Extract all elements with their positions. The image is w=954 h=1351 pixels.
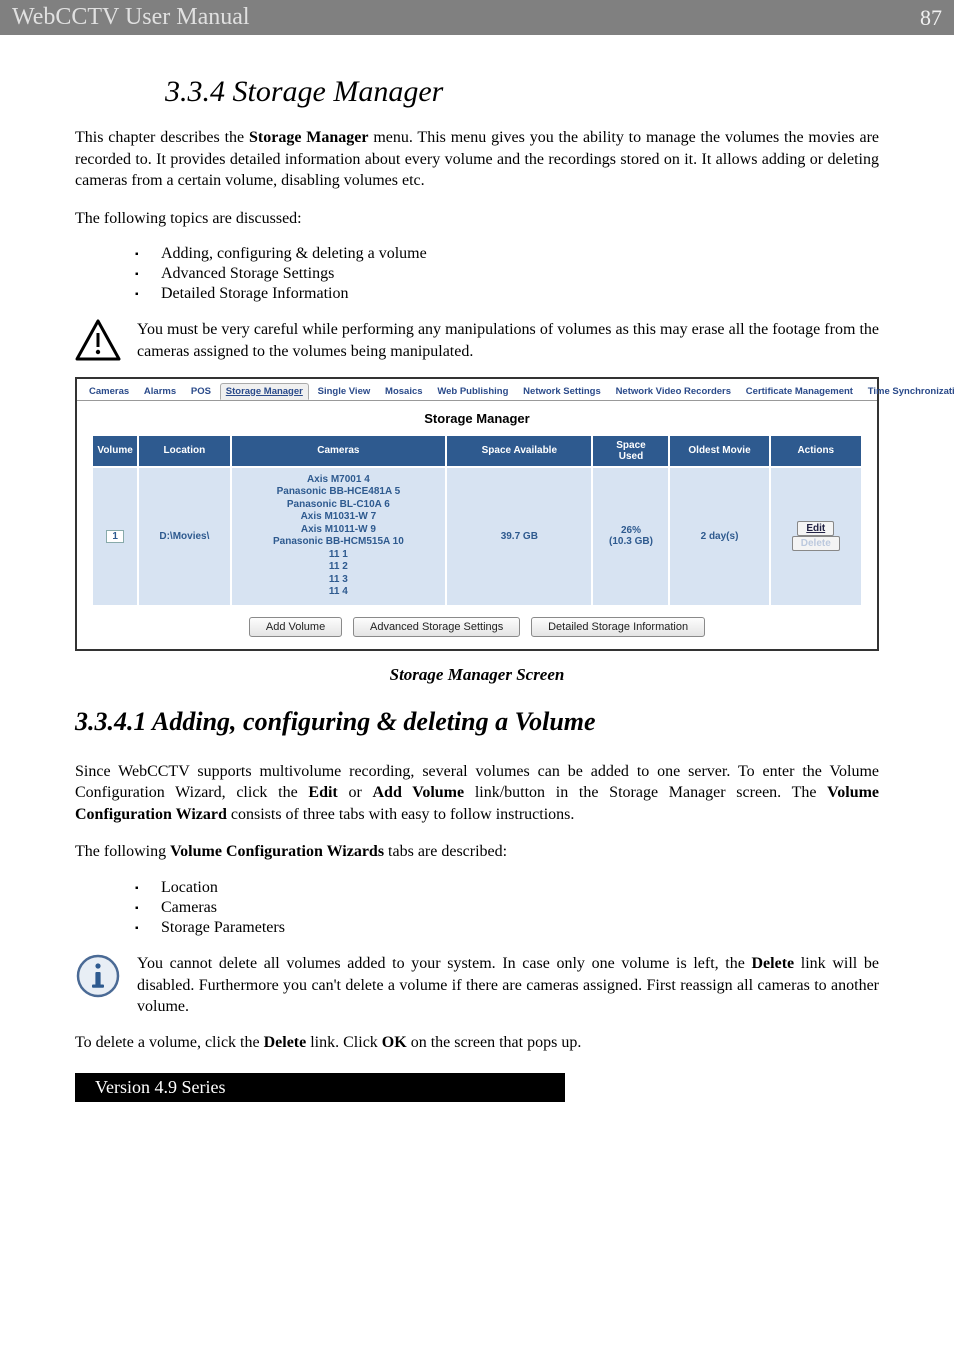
subsection-p3: To delete a volume, click the Delete lin… <box>75 1032 879 1054</box>
table-row: 1 D:\Movies\ Axis M7001 4 Panasonic BB-H… <box>92 467 862 606</box>
camera-item: 11 4 <box>236 586 442 599</box>
tab-pos[interactable]: POS <box>185 383 217 400</box>
storage-manager-pane: Storage Manager Volume Location Cameras … <box>77 401 877 649</box>
tab-cameras[interactable]: Cameras <box>83 383 135 400</box>
section-intro: This chapter describes the Storage Manag… <box>75 127 879 192</box>
camera-item: Axis M7001 4 <box>236 474 442 487</box>
button-row: Add Volume Advanced Storage Settings Det… <box>91 617 863 637</box>
camera-item: 11 2 <box>236 561 442 574</box>
add-volume-button[interactable]: Add Volume <box>249 617 342 637</box>
col-space-available: Space Available <box>446 435 592 467</box>
delete-button[interactable]: Delete <box>792 536 840 551</box>
detailed-storage-button[interactable]: Detailed Storage Information <box>531 617 705 637</box>
wizard-tab-item: Location <box>135 879 879 897</box>
edit-button[interactable]: Edit <box>797 521 834 536</box>
subsection-p2: The following Volume Configuration Wizar… <box>75 841 879 863</box>
info-icon <box>75 953 121 999</box>
tab-single-view[interactable]: Single View <box>312 383 377 400</box>
topic-item: Advanced Storage Settings <box>135 265 879 283</box>
advanced-storage-button[interactable]: Advanced Storage Settings <box>353 617 520 637</box>
page-number: 87 <box>920 5 942 31</box>
tab-cert-mgmt[interactable]: Certificate Management <box>740 383 859 400</box>
camera-item: Panasonic BB-HCM515A 10 <box>236 536 442 549</box>
col-volume: Volume <box>92 435 138 467</box>
cell-location: D:\Movies\ <box>138 467 230 606</box>
camera-item: 11 1 <box>236 549 442 562</box>
tab-storage-manager[interactable]: Storage Manager <box>220 383 309 400</box>
section-title: 3.3.4 Storage Manager <box>165 75 879 109</box>
info-note: You cannot delete all volumes added to y… <box>75 953 879 1018</box>
camera-item: 11 3 <box>236 574 442 587</box>
cell-space-available: 39.7 GB <box>446 467 592 606</box>
warning-icon <box>75 319 121 361</box>
topic-item: Adding, configuring & deleting a volume <box>135 245 879 263</box>
topic-item: Detailed Storage Information <box>135 285 879 303</box>
tab-strip: Cameras Alarms POS Storage Manager Singl… <box>77 379 877 401</box>
camera-list: Axis M7001 4 Panasonic BB-HCE481A 5 Pana… <box>236 474 442 599</box>
storage-table: Volume Location Cameras Space Available … <box>91 434 863 607</box>
camera-item: Axis M1031-W 7 <box>236 511 442 524</box>
pane-title: Storage Manager <box>91 411 863 426</box>
cell-oldest-movie: 2 day(s) <box>669 467 769 606</box>
tab-alarms[interactable]: Alarms <box>138 383 182 400</box>
cell-space-used: 26%(10.3 GB) <box>592 467 669 606</box>
topics-intro: The following topics are discussed: <box>75 208 879 230</box>
warning-text: You must be very careful while performin… <box>137 319 879 362</box>
cell-volume: 1 <box>92 467 138 606</box>
page-header-bar: WebCCTV User Manual 87 <box>0 0 954 35</box>
footer-version-bar: Version 4.9 Series <box>75 1073 565 1102</box>
topics-list: Adding, configuring & deleting a volume … <box>135 245 879 303</box>
camera-item: Panasonic BL-C10A 6 <box>236 499 442 512</box>
subsection-p1: Since WebCCTV supports multivolume recor… <box>75 761 879 826</box>
volume-number: 1 <box>106 530 124 543</box>
col-actions: Actions <box>770 435 862 467</box>
wizard-tabs-list: Location Cameras Storage Parameters <box>135 879 879 937</box>
subsection-title: 3.3.4.1 Adding, configuring & deleting a… <box>75 707 879 737</box>
cell-actions: Edit Delete <box>770 467 862 606</box>
tab-network-settings[interactable]: Network Settings <box>517 383 607 400</box>
screenshot-caption: Storage Manager Screen <box>75 665 879 685</box>
info-text: You cannot delete all volumes added to y… <box>137 953 879 1018</box>
manual-title: WebCCTV User Manual <box>12 4 250 31</box>
col-location: Location <box>138 435 230 467</box>
col-space-used: SpaceUsed <box>592 435 669 467</box>
storage-manager-screenshot: Cameras Alarms POS Storage Manager Singl… <box>75 377 879 651</box>
col-oldest-movie: Oldest Movie <box>669 435 769 467</box>
table-header-row: Volume Location Cameras Space Available … <box>92 435 862 467</box>
cell-cameras: Axis M7001 4 Panasonic BB-HCE481A 5 Pana… <box>231 467 447 606</box>
camera-item: Axis M1011-W 9 <box>236 524 442 537</box>
tab-web-publishing[interactable]: Web Publishing <box>431 383 514 400</box>
tab-mosaics[interactable]: Mosaics <box>379 383 429 400</box>
tab-time-sync[interactable]: Time Synchronization <box>862 383 954 400</box>
tab-nvr[interactable]: Network Video Recorders <box>610 383 737 400</box>
camera-item: Panasonic BB-HCE481A 5 <box>236 486 442 499</box>
wizard-tab-item: Cameras <box>135 899 879 917</box>
warning-note: You must be very careful while performin… <box>75 319 879 362</box>
wizard-tab-item: Storage Parameters <box>135 919 879 937</box>
col-cameras: Cameras <box>231 435 447 467</box>
